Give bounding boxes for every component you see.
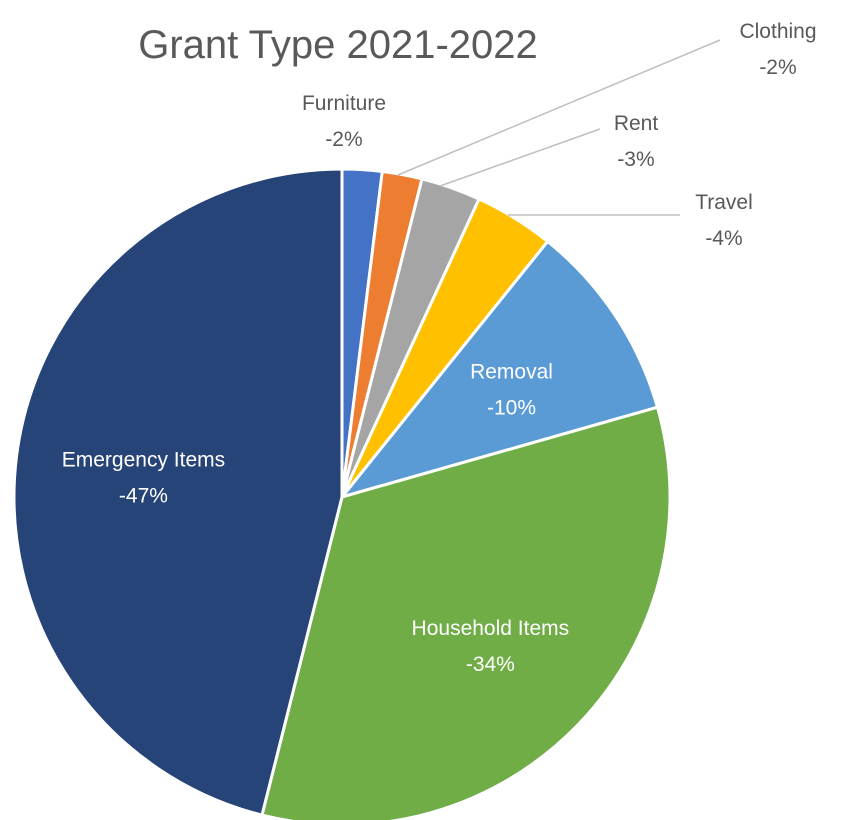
leader-line-clothing: [397, 39, 721, 176]
chart-title: Grant Type 2021-2022: [138, 23, 538, 67]
slice-removal: [337, 239, 660, 500]
data-labels: Furniture -2% Clothing -2% Rent -3% Travel -4% R…: [62, 20, 817, 676]
slice-name-clothing: Clothing: [739, 20, 816, 43]
data-label-furniture: Furniture -2%: [302, 92, 386, 151]
data-label-clothing: Clothing -2%: [739, 20, 816, 79]
data-label-rent: Rent -3%: [614, 112, 659, 171]
slice-value-emergency-items: -47%: [119, 484, 168, 507]
slice-value-furniture: -2%: [325, 128, 362, 151]
slice-household-items: [260, 405, 672, 820]
pie-slices: [12, 167, 672, 820]
data-label-household-items: Household Items -34%: [412, 617, 570, 676]
data-label-removal: Removal -10%: [470, 361, 553, 420]
slice-name-furniture: Furniture: [302, 92, 386, 115]
slice-value-removal: -10%: [487, 397, 536, 420]
leader-line-rent: [439, 128, 601, 187]
slice-name-household-items: Household Items: [412, 617, 570, 640]
data-label-travel: Travel -4%: [695, 191, 753, 250]
slice-name-travel: Travel: [695, 191, 753, 214]
leader-lines: [397, 39, 721, 216]
slice-value-rent: -3%: [617, 148, 654, 171]
slice-name-removal: Removal: [470, 361, 553, 384]
data-label-emergency-items: Emergency Items -47%: [62, 448, 225, 507]
slice-value-household-items: -34%: [466, 653, 515, 676]
slice-name-emergency-items: Emergency Items: [62, 448, 225, 471]
slice-value-travel: -4%: [705, 227, 742, 250]
slice-emergency-items: [12, 167, 344, 817]
slice-name-rent: Rent: [614, 112, 659, 135]
slice-value-clothing: -2%: [759, 56, 796, 79]
